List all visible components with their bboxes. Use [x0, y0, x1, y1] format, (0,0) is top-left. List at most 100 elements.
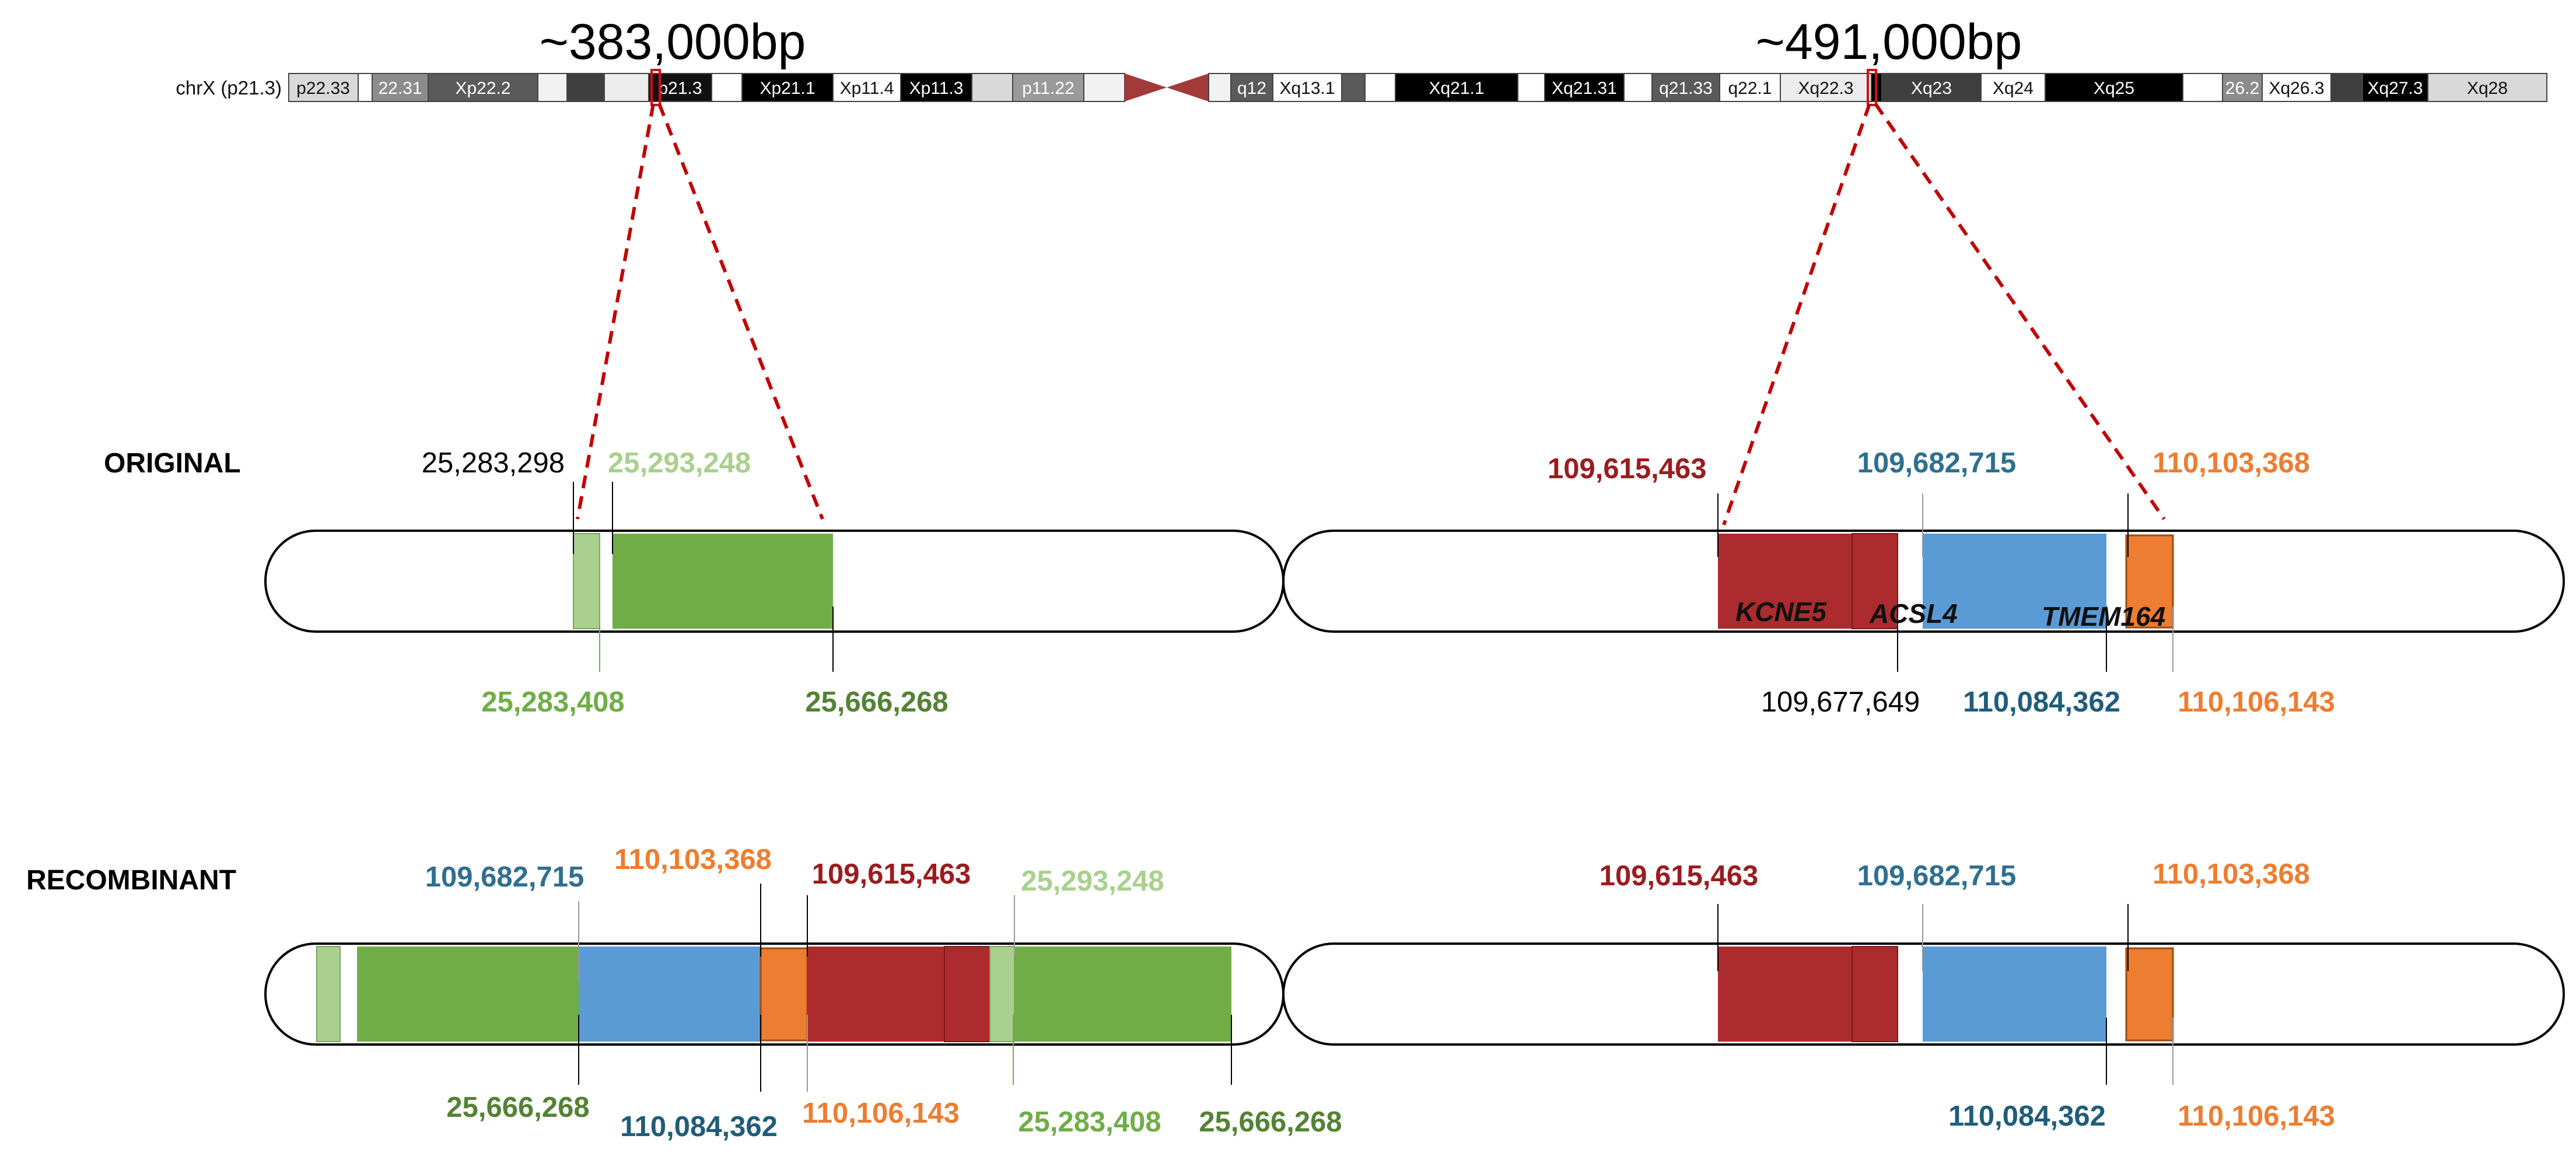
left-region-size: ~383,000bp: [540, 14, 806, 70]
original-green-segment: [612, 534, 833, 629]
zoom-line-left-a: [576, 103, 655, 520]
band-p22-33: [288, 73, 359, 102]
original-light-green-segment: [573, 533, 600, 629]
band-q22-1: [1719, 73, 1781, 102]
band-label: Xq13.1: [1279, 79, 1335, 98]
recombinant-green-segment-a: [357, 947, 579, 1042]
region-marker-p: [650, 69, 661, 106]
band-label: p21.3: [658, 79, 702, 98]
recombinant-right-red-segment-a: [1718, 947, 1852, 1042]
right-region-size: ~491,000bp: [1756, 14, 2022, 70]
band-label: Xq21.31: [1552, 79, 1617, 98]
band-label: Xq27.3: [2367, 79, 2423, 98]
band-label: Xq21.1: [1429, 79, 1484, 98]
band-label: Xq28: [2467, 79, 2508, 98]
band-white-a: [711, 73, 743, 102]
recombinant-red-segment-a: [807, 947, 944, 1042]
band-label: p22.33: [296, 79, 350, 98]
band-q-dark-a: [1341, 73, 1366, 102]
coord-label: 25,293,248: [608, 447, 751, 479]
band-dark-a: [566, 73, 605, 102]
recombinant-blue-segment-a: [579, 947, 761, 1042]
coord-label: 110,084,362: [620, 1111, 778, 1143]
band-xq21-31: [1544, 73, 1625, 102]
coord-label: 110,084,362: [1948, 1101, 2106, 1132]
zoom-line-right-b: [1874, 103, 2166, 520]
region-marker-q: [1867, 69, 1877, 106]
band-q12: [1230, 73, 1273, 102]
gene-label-kcne5: KCNE5: [1735, 597, 1827, 627]
band-q-white-a: [1364, 73, 1396, 102]
band-label: Xp11.3: [909, 79, 964, 98]
band-xq21-1: [1395, 73, 1518, 102]
row-label-recombinant: RECOMBINANT: [26, 865, 236, 896]
coord-label: 110,103,368: [2152, 858, 2310, 890]
chromosome-ideogram: chrX (p21.3): [176, 69, 2547, 106]
q-arm: [1208, 73, 2547, 102]
band-26-2: [2222, 73, 2263, 102]
band-xq23: [1881, 73, 1982, 102]
coord-label: 109,682,715: [1857, 447, 2017, 479]
coord-label: 109,682,715: [425, 861, 584, 893]
band-label: Xp22.2: [455, 79, 510, 98]
coord-label: 109,682,715: [1857, 860, 2017, 892]
coord-label: 25,293,248: [1021, 865, 1164, 897]
recombinant-right-orange-segment: [2125, 947, 2174, 1042]
zoom-line-right-a: [1722, 103, 1871, 525]
coord-label: 109,615,463: [1600, 860, 1759, 892]
band-label: q22.1: [1728, 79, 1772, 98]
original-orange-segment: [2125, 534, 2174, 629]
centromere: [1125, 73, 1209, 101]
coord-label: 110,084,362: [1963, 686, 2120, 718]
band-xq24: [1980, 73, 2046, 102]
band-label: q12: [1237, 79, 1266, 98]
zoom-lines: [576, 103, 2166, 525]
coord-label: 110,106,143: [2178, 1101, 2335, 1132]
coord-label: 110,106,143: [802, 1098, 960, 1129]
band-label: p11.22: [1022, 79, 1074, 98]
centromere-left: [1125, 73, 1167, 101]
band-label: Xp21.1: [760, 79, 815, 98]
coord-label: 25,283,408: [481, 686, 624, 718]
coord-label: 25,283,298: [422, 447, 565, 479]
zoom-line-left-b: [657, 103, 824, 520]
original-kcne5-segment: [1718, 534, 1852, 629]
gene-label-tmem164: TMEM164: [2042, 601, 2165, 632]
original-blue-segment: [1923, 534, 2106, 629]
band-label: Xq23: [1911, 79, 1952, 98]
band-q-white-c: [1623, 73, 1653, 102]
recombinant-right-red-segment-b: [1852, 946, 1898, 1042]
band-label: Xp11.4: [840, 79, 894, 98]
band-label: Xq25: [2094, 79, 2134, 98]
coord-label: 25,666,268: [1199, 1106, 1342, 1138]
band-xp21-1: [741, 73, 834, 102]
band-xq25: [2045, 73, 2183, 102]
row-label-original: ORIGINAL: [104, 448, 241, 479]
original-row: 25,283,298 25,293,248 25,283,408 25,666,…: [264, 447, 2565, 718]
band-label: 22.31: [378, 79, 422, 98]
coord-label: 109,615,463: [812, 858, 971, 890]
band-xq22-3: [1780, 73, 1872, 102]
recombinant-right-blue-segment: [1923, 947, 2106, 1042]
band-xp11-3: [900, 73, 972, 102]
original-ticks: [573, 482, 2174, 672]
original-acsl4-segment: [1852, 533, 1898, 629]
coord-label: 25,666,268: [805, 686, 948, 718]
band-xq28: [2427, 73, 2547, 102]
centromere-right: [1167, 73, 1209, 101]
coord-label: 110,103,368: [2152, 447, 2310, 479]
coord-label: 25,666,268: [446, 1092, 589, 1123]
recombinant-row: 109,682,715 110,103,368 109,615,463 25,2…: [264, 844, 2565, 1143]
band-label: 26.2: [2225, 79, 2259, 98]
chromosome-label: chrX (p21.3): [176, 77, 282, 99]
band-label: Xq26.3: [2269, 79, 2324, 98]
band-xq13-1: [1272, 73, 1342, 102]
band-light-b: [604, 73, 649, 102]
recombinant-orange-segment-a: [760, 947, 808, 1042]
band-q-white-b: [1517, 73, 1545, 102]
coord-label: 110,106,143: [2178, 686, 2335, 718]
band-p11-22: [1012, 73, 1084, 102]
coord-label: 110,103,368: [614, 844, 772, 875]
